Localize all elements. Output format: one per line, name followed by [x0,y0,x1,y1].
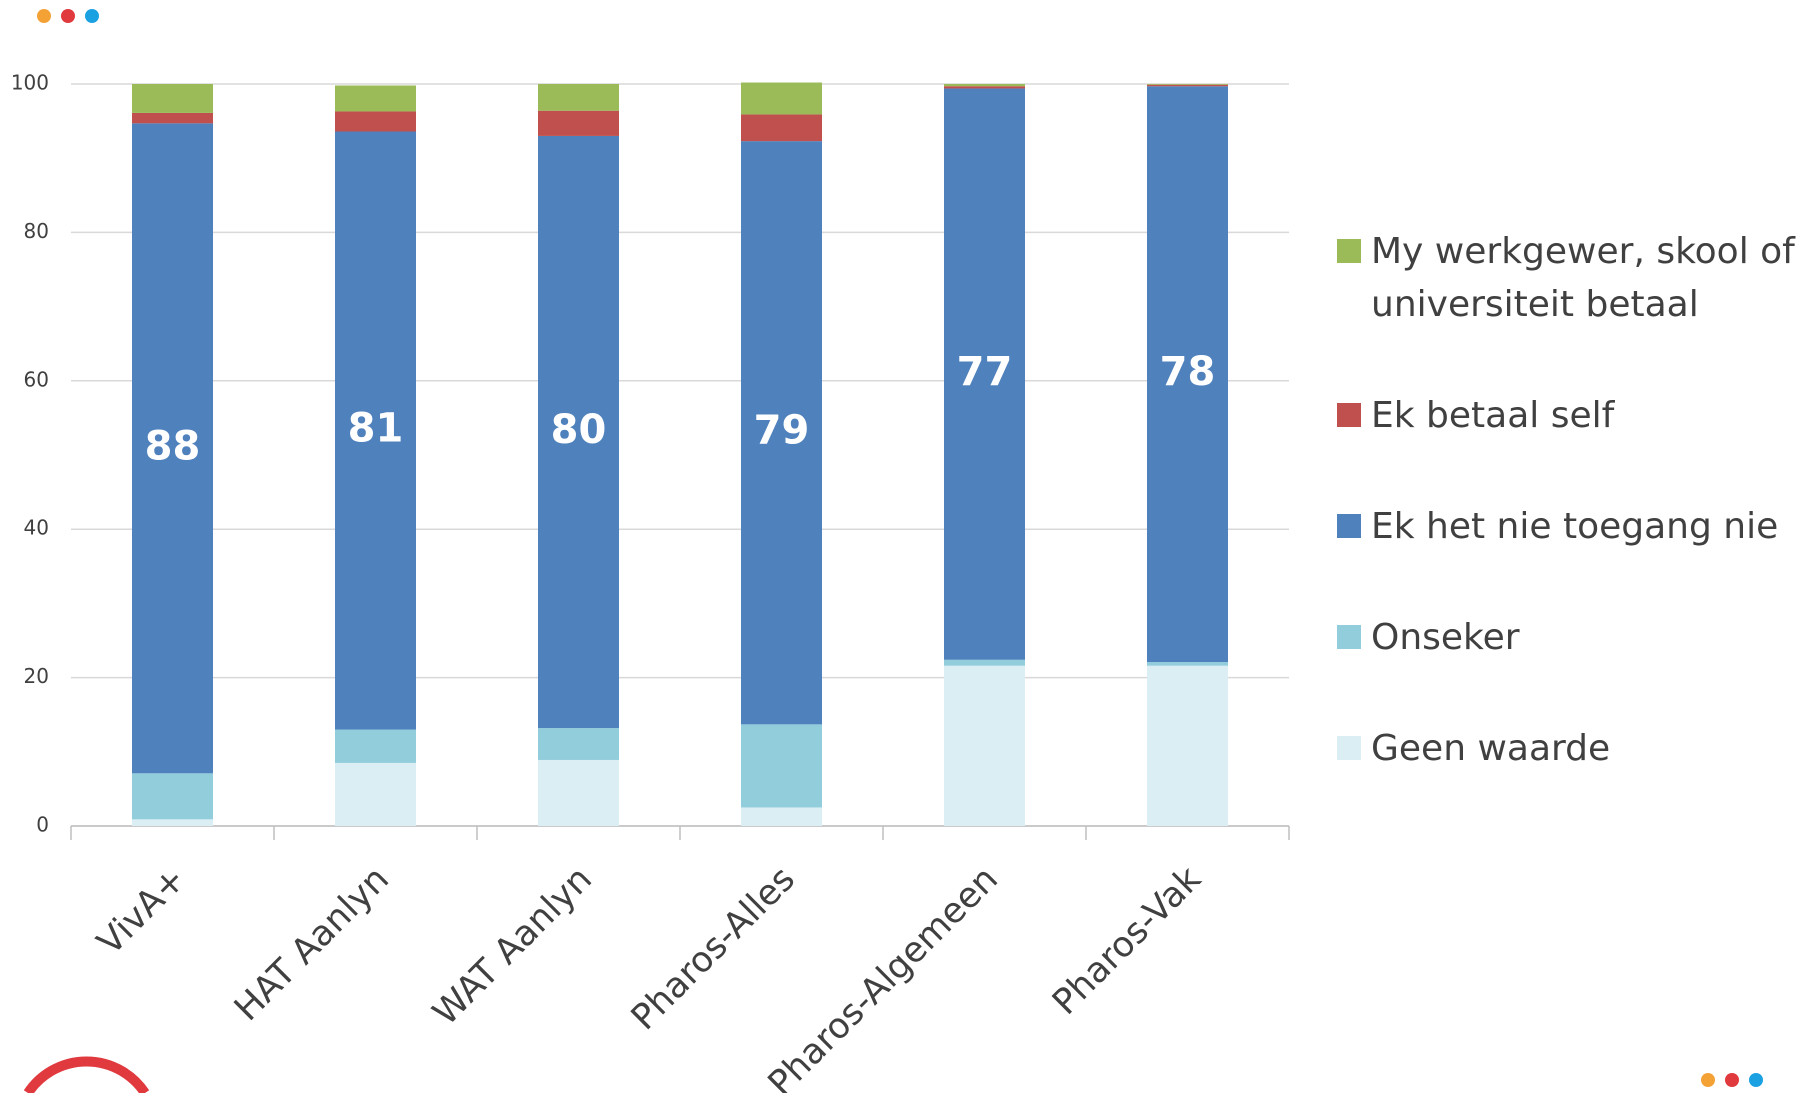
legend-swatch [1337,625,1361,649]
legend-label: Onseker [1371,617,1520,658]
legend-label: Ek betaal self [1371,395,1615,436]
bar-segment [944,84,1025,87]
bar-segment [335,729,416,763]
bar-segment [335,762,416,826]
bar-segment [132,819,213,826]
decor-dot [61,9,75,23]
x-tick-label: VivA+ [90,859,194,963]
y-tick-label: 100 [11,71,49,95]
decor-arc [23,1056,150,1093]
decor-dot [1701,1073,1715,1087]
legend-swatch [1337,239,1361,263]
bar-segment [1147,665,1228,826]
y-tick-label: 0 [36,813,49,837]
bar-segment [944,88,1025,660]
x-tick-label: Pharos-Algemeen [761,859,1006,1093]
data-label: 78 [1160,349,1216,395]
bar-segment [132,123,213,774]
bar-segment [538,84,619,111]
legend-swatch [1337,736,1361,760]
decor-dot [37,9,51,23]
data-label: 80 [551,407,607,453]
bar-segment [741,724,822,808]
bar-segment [1147,84,1228,85]
x-tick-label: WAT Aanlyn [426,859,600,1033]
bar-segment [538,135,619,729]
legend-swatch [1337,514,1361,538]
legend-swatch [1337,403,1361,427]
bar-segment [741,807,822,826]
legend-item: My werkgewer, skool of universiteit beta… [1337,225,1797,331]
y-tick-label: 20 [24,664,49,688]
legend-item: Onseker [1337,611,1797,664]
bar-segment [1147,84,1228,87]
legend-label: Ek het nie toegang nie [1371,506,1779,547]
bar-segment [741,114,822,142]
legend-label: My werkgewer, skool of universiteit beta… [1371,231,1795,325]
y-tick-label: 80 [24,219,49,243]
x-tick-label: Pharos-Vak [1045,859,1209,1023]
y-tick-label: 40 [24,516,49,540]
data-label: 77 [957,349,1013,395]
decor-dot [85,9,99,23]
bar-segment [538,728,619,760]
decor-dot [1749,1073,1763,1087]
bar-segment [335,111,416,132]
bar-segment [335,131,416,730]
legend-item: Ek het nie toegang nie [1337,500,1797,553]
legend-label: Geen waarde [1371,728,1611,769]
decor-dot [1725,1073,1739,1087]
y-tick-label: 60 [24,367,49,391]
bar-segment [132,112,213,124]
bar-segment [1147,662,1228,666]
bar-segment [944,86,1025,89]
bar-segment [944,659,1025,666]
bar-segment [132,84,213,113]
x-tick-label: Pharos-Alles [624,859,803,1038]
bar-segment [538,759,619,826]
bar-segment [538,110,619,136]
data-label: 81 [348,406,404,452]
data-label: 88 [145,423,201,469]
legend-item: Geen waarde [1337,722,1797,775]
bar-segment [335,85,416,112]
bar-segment [1147,86,1228,663]
legend-item: Ek betaal self [1337,389,1797,442]
legend: My werkgewer, skool of universiteit beta… [1337,225,1797,833]
bar-segment [944,665,1025,826]
bar-segment [741,82,822,115]
data-label: 79 [754,408,810,454]
bar-segment [741,141,822,725]
x-tick-label: HAT Aanlyn [227,859,397,1029]
bar-segment [132,773,213,820]
